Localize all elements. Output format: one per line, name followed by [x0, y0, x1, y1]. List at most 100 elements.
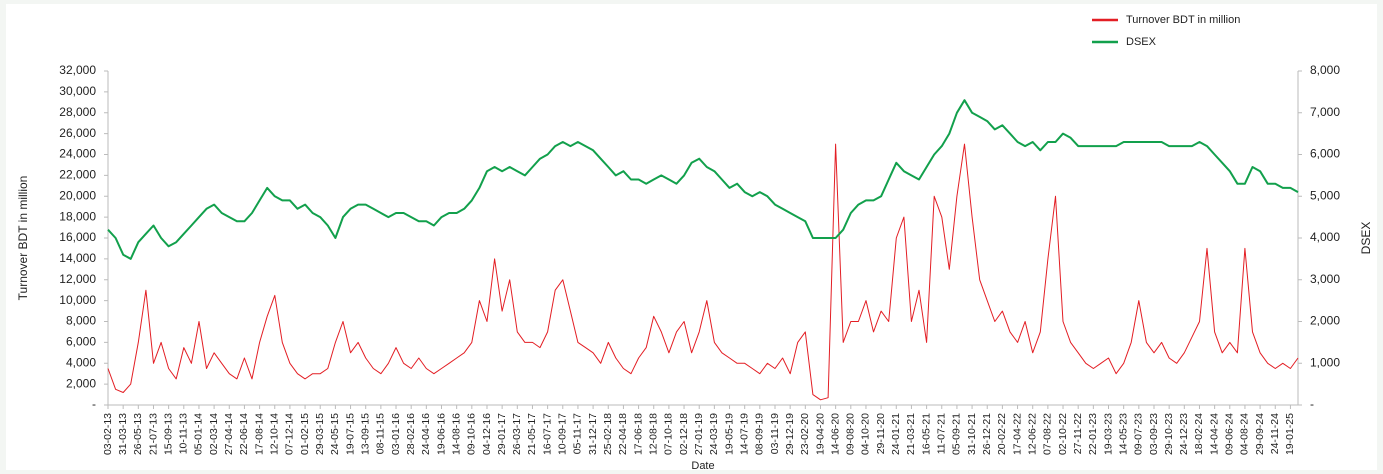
x-tick-label: 26-12-21 — [981, 413, 993, 455]
x-tick-label: 19-01-25 — [1284, 413, 1296, 455]
x-tick-label: 09-06-24 — [1224, 413, 1236, 455]
y-tick-label: 14,000 — [59, 251, 96, 265]
y-axis-title: Turnover BDT in million — [16, 176, 30, 301]
y2-tick-label: 8,000 — [1310, 63, 1340, 77]
y-tick-label: 18,000 — [59, 209, 96, 223]
x-tick-label: 14-06-20 — [829, 413, 841, 455]
x-tick-label: 17-08-14 — [253, 413, 265, 455]
x-tick-label: 09-07-23 — [1133, 413, 1145, 455]
x-tick-label: 02-03-14 — [208, 413, 220, 455]
x-tick-label: 14-07-19 — [738, 413, 750, 455]
x-tick-label: 03-11-19 — [769, 413, 781, 454]
x-tick-label: 16-05-21 — [920, 413, 932, 455]
x-tick-label: 16-07-17 — [541, 413, 553, 455]
x-tick-label: 24-11-24 — [1269, 413, 1281, 454]
x-tick-label: 25-02-18 — [602, 413, 614, 455]
x-tick-label: 23-02-20 — [799, 413, 811, 455]
x-tick-label: 22-06-14 — [238, 413, 250, 455]
series-line — [107, 143, 1299, 401]
x-tick-label: 03-01-16 — [390, 413, 402, 455]
x-tick-label: 27-04-14 — [223, 413, 235, 455]
x-tick-label: 17-06-18 — [632, 413, 644, 455]
y-tick-label: 16,000 — [59, 230, 96, 244]
x-tick-label: 28-02-16 — [405, 413, 417, 455]
x-tick-label: 29-09-24 — [1254, 413, 1266, 455]
x-tick-label: 21-07-13 — [147, 413, 159, 455]
chart-area — [6, 4, 1377, 470]
x-tick-label: 31-03-13 — [117, 413, 129, 455]
series-line — [107, 99, 1299, 260]
x-tick-label: 08-09-19 — [754, 413, 766, 455]
legend-label: DSEX — [1126, 36, 1157, 48]
legend-label: Turnover BDT in million — [1126, 14, 1240, 26]
x-tick-label: 31-12-17 — [587, 413, 599, 455]
x-tick-label: 15-09-13 — [162, 413, 174, 455]
x-tick-label: 09-08-20 — [845, 413, 857, 455]
y-tick-label: 12,000 — [59, 272, 96, 286]
x-tick-label: 09-10-16 — [466, 413, 478, 455]
x-tick-label: 26-05-13 — [132, 413, 144, 455]
x-tick-label: 10-11-13 — [178, 413, 190, 454]
x-tick-label: 04-12-16 — [481, 413, 493, 455]
x-tick-label: 29-10-23 — [1163, 413, 1175, 455]
x-tick-label: 02-10-22 — [1057, 413, 1069, 455]
y2-tick-label: 5,000 — [1310, 188, 1340, 202]
y2-axis-title: DSEX — [1359, 222, 1373, 255]
x-tick-label: 14-08-16 — [450, 413, 462, 455]
y-tick-label: 8,000 — [66, 314, 96, 328]
y-tick-label: 20,000 — [59, 188, 96, 202]
x-tick-label: 02-12-18 — [678, 413, 690, 455]
x-tick-label: 07-10-18 — [663, 413, 675, 455]
x-tick-label: 11-07-21 — [936, 413, 948, 454]
x-tick-label: 29-01-17 — [496, 413, 508, 455]
y2-tick-label: 2,000 — [1310, 314, 1340, 328]
x-tick-label: 22-01-23 — [1087, 413, 1099, 455]
x-tick-label: 21-05-17 — [526, 413, 538, 455]
x-tick-label: 05-01-14 — [193, 413, 205, 455]
x-tick-label: 07-12-14 — [284, 413, 296, 455]
y-tick-label: 30,000 — [59, 84, 96, 98]
y2-tick-label: 7,000 — [1310, 105, 1340, 119]
x-tick-label: 01-02-15 — [299, 413, 311, 455]
x-tick-label: 24-04-16 — [420, 413, 432, 455]
x-tick-label: 26-03-17 — [511, 413, 523, 455]
x-tick-label: 24-03-19 — [708, 413, 720, 455]
x-tick-label: 24-05-15 — [329, 413, 341, 455]
y-tick-label: 6,000 — [66, 335, 96, 349]
y2-tick-label: 4,000 — [1310, 230, 1340, 244]
x-tick-label: 19-05-19 — [723, 413, 735, 455]
x-tick-label: 18-02-24 — [1193, 413, 1205, 455]
x-tick-label: 17-04-22 — [1011, 413, 1023, 455]
x-tick-label: 19-07-15 — [344, 413, 356, 455]
y2-tick-label: 6,000 — [1310, 147, 1340, 161]
x-tick-label: 14-04-24 — [1208, 413, 1220, 455]
y-tick-label: 10,000 — [59, 293, 96, 307]
x-tick-label: 21-03-21 — [905, 413, 917, 455]
y-tick-label: 28,000 — [59, 105, 96, 119]
x-tick-label: 14-05-23 — [1117, 413, 1129, 455]
x-tick-label: 24-12-23 — [1178, 413, 1190, 455]
y-tick-label: 4,000 — [66, 355, 96, 369]
y-tick-label: 24,000 — [59, 147, 96, 161]
x-tick-label: 03-09-23 — [1148, 413, 1160, 455]
x-tick-label: 04-10-20 — [860, 413, 872, 455]
x-tick-label: 31-10-21 — [966, 413, 978, 455]
x-tick-label: 22-04-18 — [617, 413, 629, 455]
x-tick-label: 04-08-24 — [1239, 413, 1251, 455]
x-tick-label: 03-02-13 — [102, 413, 114, 455]
x-tick-label: 20-02-22 — [996, 413, 1008, 455]
x-tick-label: 13-09-15 — [359, 413, 371, 455]
x-tick-label: 27-01-19 — [693, 413, 705, 455]
y-tick-label: 32,000 — [59, 63, 96, 77]
y2-tick-label: - — [1310, 397, 1314, 411]
x-tick-label: 05-11-17 — [572, 413, 584, 454]
x-tick-label: 12-10-14 — [269, 413, 281, 455]
x-tick-label: 19-06-16 — [435, 413, 447, 455]
y2-tick-label: 1,000 — [1310, 355, 1340, 369]
x-tick-label: 27-11-22 — [1072, 413, 1084, 454]
x-tick-label: 29-11-20 — [875, 413, 887, 454]
x-tick-label: 24-01-21 — [890, 413, 902, 455]
x-tick-label: 10-09-17 — [557, 413, 569, 455]
y-tick-label: 2,000 — [66, 376, 96, 390]
